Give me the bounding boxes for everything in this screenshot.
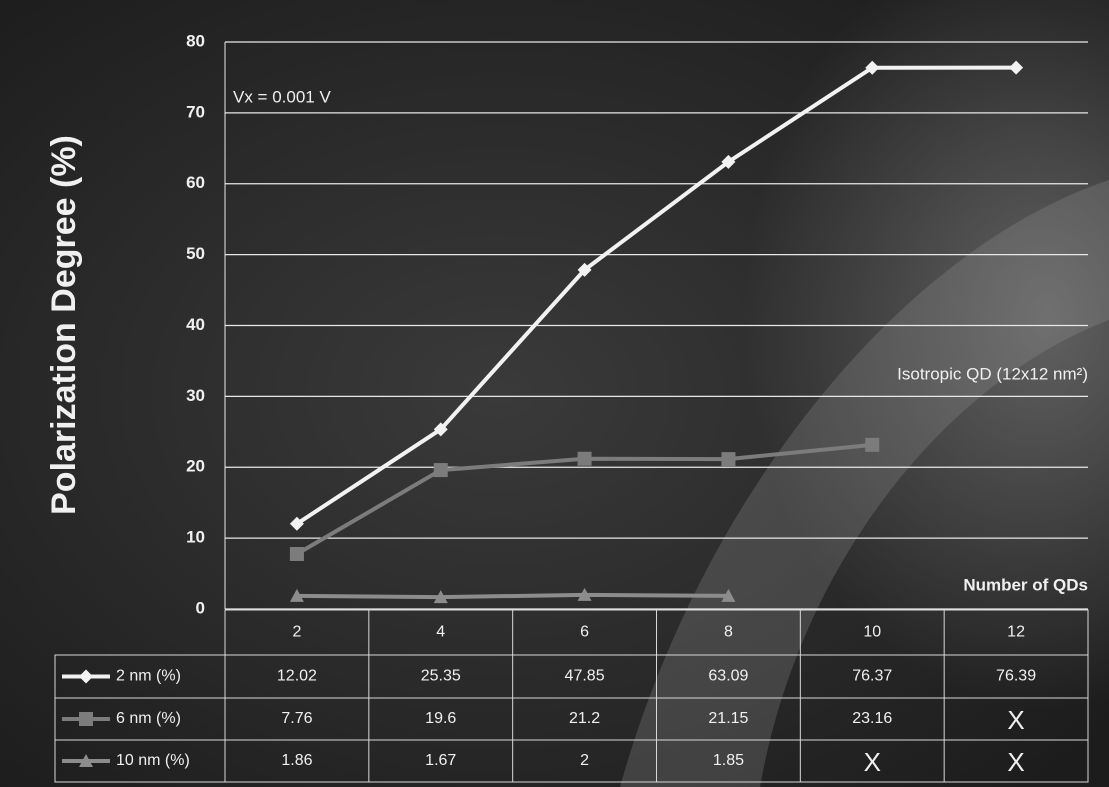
y-tick-label: 20 xyxy=(186,457,205,476)
background-glow xyxy=(500,0,1109,787)
marker xyxy=(577,262,592,277)
marker xyxy=(289,588,304,602)
marker xyxy=(433,463,448,478)
table-cell: X xyxy=(1007,747,1024,777)
table-cell: X xyxy=(1007,705,1024,735)
y-tick-label: 30 xyxy=(186,386,205,405)
x-tick-label: 12 xyxy=(1007,624,1025,641)
y-axis-label: Polarization Degree (%) xyxy=(45,135,83,515)
background-swirl xyxy=(620,180,1109,787)
table-cell: 19.6 xyxy=(425,710,456,727)
y-tick-label: 80 xyxy=(186,31,205,50)
marker xyxy=(721,154,736,169)
marker xyxy=(79,669,93,684)
marker xyxy=(289,516,304,531)
marker xyxy=(1009,60,1024,75)
table-cell: 21.15 xyxy=(708,710,748,727)
marker xyxy=(577,451,592,466)
table-cell: 1.85 xyxy=(713,752,744,769)
marker xyxy=(433,422,448,437)
x-tick-label: 2 xyxy=(292,624,301,641)
table-cell: 1.67 xyxy=(425,752,456,769)
marker xyxy=(577,587,592,601)
table-cell: 21.2 xyxy=(569,710,600,727)
table-cell: 12.02 xyxy=(277,668,317,685)
x-tick-label: 4 xyxy=(436,624,445,641)
annotation: Isotropic QD (12x12 nm²) xyxy=(897,364,1088,383)
x-axis-label: Number of QDs xyxy=(963,575,1088,594)
marker xyxy=(289,547,304,562)
marker xyxy=(721,588,736,602)
table-cell: X xyxy=(864,747,881,777)
series-line xyxy=(295,65,1017,526)
legend-label: 6 nm (%) xyxy=(116,710,181,727)
table-cell: 2 xyxy=(580,752,589,769)
annotation: Vx = 0.001 V xyxy=(233,87,331,106)
table-cell: 76.37 xyxy=(852,668,892,685)
x-tick-label: 8 xyxy=(724,624,733,641)
marker xyxy=(865,60,880,75)
y-tick-label: 0 xyxy=(196,598,205,617)
y-tick-label: 60 xyxy=(186,173,205,192)
legend-label: 2 nm (%) xyxy=(116,668,181,685)
marker xyxy=(721,452,736,467)
y-tick-label: 70 xyxy=(186,102,205,121)
y-tick-label: 10 xyxy=(186,528,205,547)
y-tick-label: 50 xyxy=(186,244,205,263)
marker xyxy=(79,754,93,767)
legend-label: 10 nm (%) xyxy=(116,752,190,769)
y-tick-label: 40 xyxy=(186,315,205,334)
table-cell: 23.16 xyxy=(852,710,892,727)
marker xyxy=(79,712,93,726)
marker xyxy=(865,437,880,452)
series-line xyxy=(296,592,729,600)
table-cell: 25.35 xyxy=(421,668,461,685)
table-cell: 7.76 xyxy=(281,710,312,727)
table-cell: 76.39 xyxy=(996,668,1036,685)
table-cell: 1.86 xyxy=(281,752,312,769)
table-cell: 47.85 xyxy=(565,668,605,685)
table-cell: 63.09 xyxy=(708,668,748,685)
x-tick-label: 10 xyxy=(863,624,881,641)
x-tick-label: 6 xyxy=(580,624,589,641)
marker xyxy=(433,590,448,604)
